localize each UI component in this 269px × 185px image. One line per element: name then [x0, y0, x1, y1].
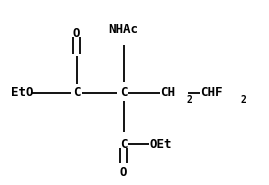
- Text: O: O: [73, 27, 80, 40]
- Text: EtO: EtO: [11, 86, 33, 99]
- Text: C: C: [120, 86, 128, 99]
- Text: NHAc: NHAc: [109, 23, 139, 36]
- Text: CHF: CHF: [200, 86, 223, 99]
- Text: OEt: OEt: [149, 138, 172, 151]
- Text: 2: 2: [187, 95, 193, 105]
- Text: O: O: [120, 166, 128, 179]
- Text: C: C: [120, 138, 128, 151]
- Text: C: C: [73, 86, 80, 99]
- Text: 2: 2: [241, 95, 247, 105]
- Text: CH: CH: [160, 86, 175, 99]
